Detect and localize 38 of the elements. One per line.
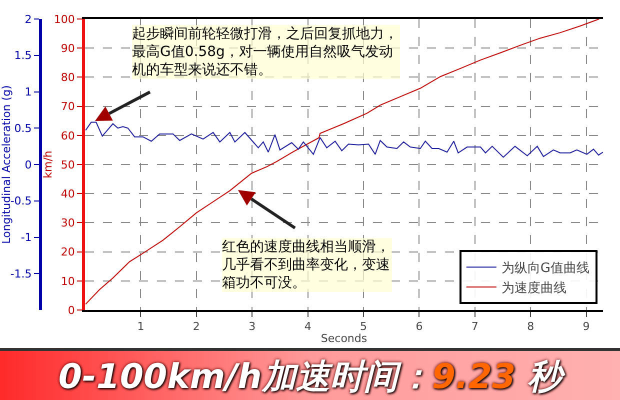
y-tick-label: 70	[60, 100, 75, 114]
legend-label: 为速度曲线	[501, 280, 566, 296]
x-tick-label: 9	[582, 320, 590, 334]
y2-axis-title: Longitudinal Acceleration (g)	[0, 85, 13, 244]
y-tick-label: 30	[60, 216, 75, 230]
y-tick-label: 10	[60, 274, 75, 288]
x-tick-label: 7	[471, 320, 478, 334]
y2-tick-label: 1	[24, 86, 32, 99]
y-tick-label: 50	[60, 158, 75, 172]
x-tick-label: 3	[248, 320, 256, 334]
y-axis-title: km/h	[41, 150, 54, 178]
y2-tick-label: 0.5	[14, 122, 32, 135]
y2-tick-label: -0.5	[10, 194, 32, 208]
line-series	[85, 19, 600, 305]
y-tick-label: 80	[60, 71, 75, 84]
x-tick-label: 5	[360, 320, 368, 334]
x-tick-label: 2	[192, 320, 200, 334]
y2-tick-label: 0	[24, 158, 32, 172]
y-tick-label: 100	[54, 12, 75, 26]
legend-label: 为纵向G值曲线	[501, 261, 590, 276]
x-tick-label: 8	[527, 320, 534, 334]
x-tick-label: 4	[304, 320, 312, 334]
y-tick-label: 40	[60, 187, 75, 200]
y-tick-label: 20	[60, 246, 75, 259]
y-tick-label: 0	[68, 304, 75, 317]
x-tick-label: 6	[416, 320, 423, 334]
y-tick-label: 90	[60, 42, 75, 55]
annotation: 红色的速度曲线相当顺滑，几乎看不到曲率变化，变速箱功不可没。	[222, 238, 392, 292]
y2-tick-label: -1.5	[10, 267, 32, 280]
y2-tick-label: 2	[24, 12, 32, 26]
x-tick-label: 1	[137, 320, 144, 334]
y2-tick-label: 1.5	[14, 49, 32, 62]
y2-tick-label: -1	[20, 231, 32, 244]
annotation: 起步瞬间前轮轻微打滑，之后回复抓地力，最高G值0.58g，对一辆使用自然吸气发动机的车型来说还不错。	[132, 25, 400, 79]
line-series	[85, 122, 603, 158]
x-axis-title: Seconds	[320, 332, 368, 345]
text: 0-100km/h加速时间：9.23 秒	[0, 348, 620, 400]
y-tick-label: 60	[60, 129, 75, 142]
